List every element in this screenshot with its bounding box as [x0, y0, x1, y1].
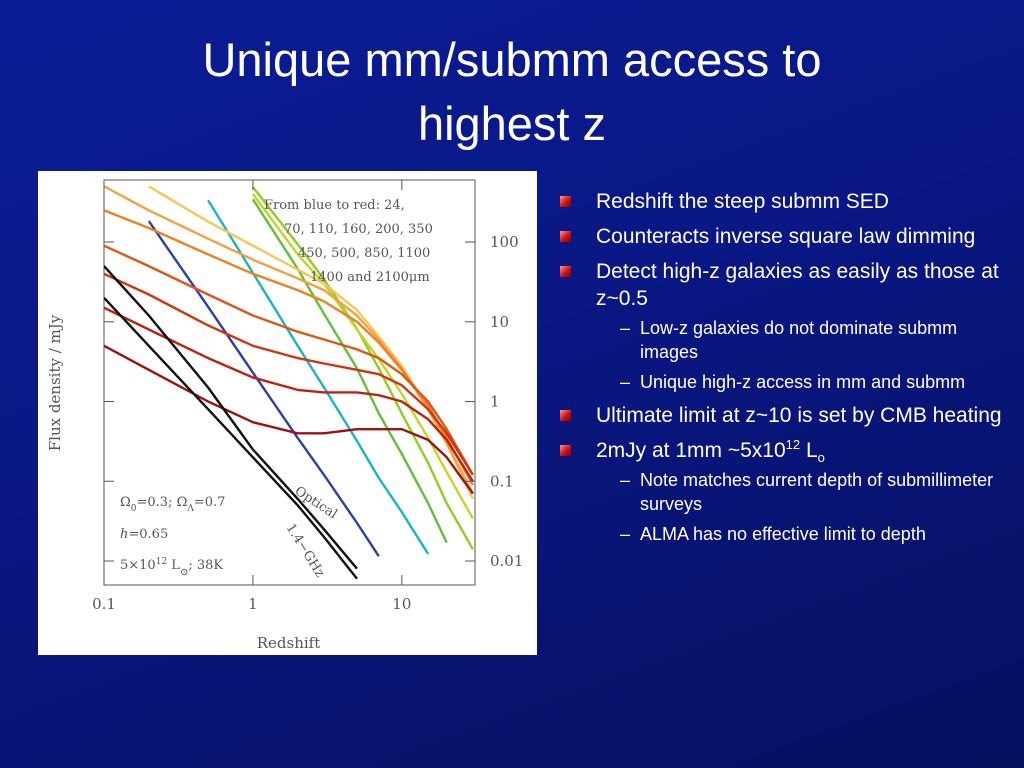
parameter-part: 5×10 — [120, 558, 156, 573]
y-tick-label: 0.1 — [490, 472, 514, 490]
bullet-text-part: o — [817, 450, 825, 466]
sub-bullet: Note matches current depth of submillime… — [596, 468, 1010, 516]
annotation: 1400 and 2100μm — [310, 270, 430, 285]
sub-list: Low-z galaxies do not dominate submm ima… — [596, 316, 1010, 394]
annotation: 450, 500, 850, 1100 — [298, 246, 430, 261]
curve — [251, 198, 448, 544]
parameter-part: Ω — [120, 495, 131, 510]
x-tick-label: 10 — [392, 595, 411, 613]
curve — [147, 220, 380, 557]
sub-bullet: Low-z galaxies do not dominate submm ima… — [596, 316, 1010, 364]
curve — [104, 209, 474, 486]
parameter-part: L — [167, 558, 180, 573]
sub-bullet-text: Low-z galaxies do not dominate submm ima… — [640, 318, 958, 362]
y-tick-label: 10 — [490, 313, 509, 331]
curves — [104, 185, 474, 580]
y-tick-label: 0.01 — [490, 552, 523, 570]
curve — [104, 265, 358, 570]
y-axis-label: Flux density / mJy — [46, 314, 64, 451]
parameter-part: ; 38K — [188, 558, 223, 573]
parameter-part: Λ — [186, 504, 194, 514]
bullet-text-part: 2mJy at 1mm ~5x10 — [596, 439, 786, 462]
curve — [251, 186, 474, 550]
x-tick-label: 0.1 — [92, 595, 116, 613]
y-tick-label: 1 — [490, 393, 500, 411]
sub-bullet-text: ALMA has no effective limit to depth — [640, 524, 926, 544]
parameter-part: 12 — [156, 557, 167, 567]
title-line: Unique mm/submm access to — [202, 33, 822, 86]
y-tick-label: 100 — [490, 233, 519, 251]
plot-frame — [103, 179, 476, 586]
parameter: Ω0=0.3; ΩΛ=0.7 — [120, 495, 225, 514]
bullet-text: Redshift the steep submm SED — [596, 190, 889, 213]
parameter-part: h — [120, 527, 128, 542]
x-tick-label: 1 — [248, 595, 258, 613]
bullet: 2mJy at 1mm ~5x1012 Lo Note matches curre… — [560, 437, 1010, 546]
annotation: From blue to red: 24, — [264, 198, 405, 213]
sub-bullet-text: Unique high-z access in mm and submm — [640, 372, 966, 392]
sub-bullet: Unique high-z access in mm and submm — [596, 370, 1010, 394]
bullet-text: Ultimate limit at z~10 is set by CMB hea… — [596, 404, 1002, 427]
curve — [104, 344, 474, 495]
bullet-text-part: 12 — [785, 437, 801, 452]
parameter-part: =0.7 — [194, 495, 226, 510]
x-axis-label: Redshift — [257, 634, 321, 652]
curve — [104, 296, 358, 580]
bullet-text: Detect high-z galaxies as easily as thos… — [596, 260, 999, 310]
curve-label: 1.4−GHz — [283, 521, 328, 580]
parameter-part: ⊙ — [180, 567, 188, 578]
curve — [104, 306, 474, 482]
bullet: Ultimate limit at z~10 is set by CMB hea… — [560, 402, 1010, 429]
parameter: h=0.65 — [120, 527, 168, 542]
curve — [104, 272, 474, 476]
sub-bullet: ALMA has no effective limit to depth — [596, 522, 1010, 546]
bullet-text: Counteracts inverse square law dimming — [596, 225, 976, 248]
chart: 0.1 1 10 100 10 1 0.1 0.01 Redshift Flux density … — [46, 179, 523, 652]
bullet: Counteracts inverse square law dimming — [560, 223, 1010, 250]
annotation: 70, 110, 160, 200, 350 — [284, 222, 433, 237]
bullet-text-part: L — [800, 439, 818, 462]
title-line: highest z — [417, 97, 607, 150]
sub-list: Note matches current depth of submillime… — [596, 468, 1010, 546]
figure: 0.1 1 10 100 10 1 0.1 0.01 Redshift Flux density … — [38, 171, 537, 655]
parameter: 5×1012 L⊙; 38K — [120, 557, 223, 578]
parameter-part: =0.65 — [128, 527, 168, 542]
curve — [104, 244, 474, 476]
curve — [207, 199, 430, 555]
bullet: Redshift the steep submm SED — [560, 188, 1010, 215]
parameter-part: 0 — [131, 504, 137, 514]
sub-bullet-text: Note matches current depth of submillime… — [640, 470, 994, 514]
bullet-list: Redshift the steep submm SED Counteracts … — [560, 188, 1010, 554]
bullet: Detect high-z galaxies as easily as thos… — [560, 258, 1010, 394]
slide-title: Unique mm/submm access to highest z — [0, 28, 1024, 156]
parameter-part: =0.3; Ω — [137, 495, 188, 510]
curve — [251, 193, 474, 520]
